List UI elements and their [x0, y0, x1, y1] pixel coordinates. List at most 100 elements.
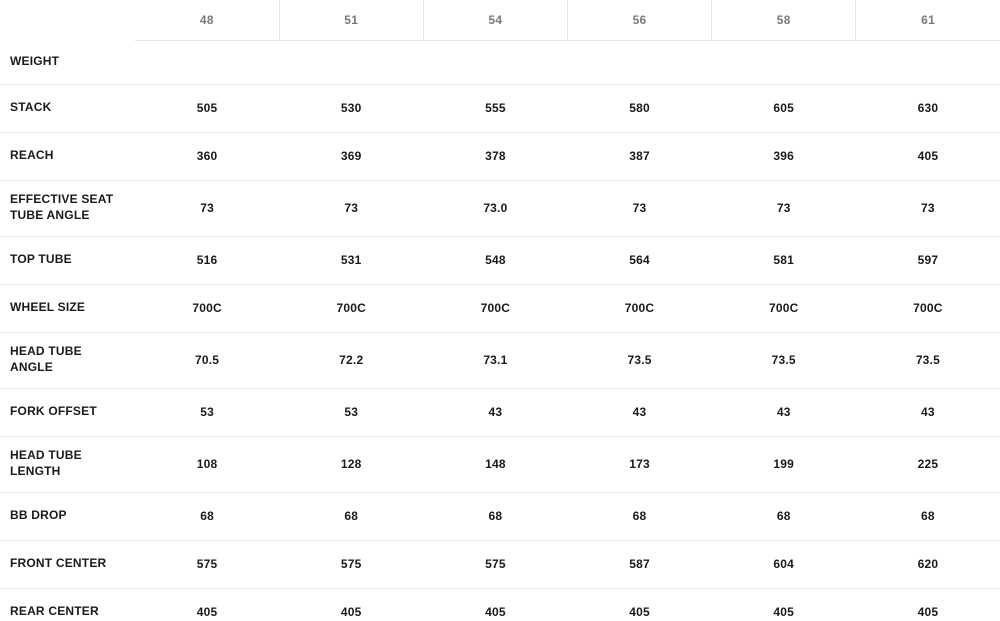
data-cell: 516 [135, 236, 279, 284]
row-label: TOP TUBE [10, 252, 125, 268]
data-cell: 575 [279, 540, 423, 588]
data-cell: 555 [423, 84, 567, 132]
data-cell: 43 [567, 388, 711, 436]
data-cell: 700C [279, 284, 423, 332]
data-cell: 620 [856, 540, 1000, 588]
data-cell [279, 40, 423, 84]
row-label-cell: STACK [0, 84, 135, 132]
row-label: WHEEL SIZE [10, 300, 125, 316]
row-label-cell: EFFECTIVE SEAT TUBE ANGLE [0, 180, 135, 236]
data-cell: 43 [712, 388, 856, 436]
table-row: STACK 505530555580605630 [0, 84, 1000, 132]
data-cell: 405 [856, 132, 1000, 180]
table-row: HEAD TUBE LENGTH108128148173199225 [0, 436, 1000, 492]
data-cell: 225 [856, 436, 1000, 492]
data-cell: 630 [856, 84, 1000, 132]
data-cell: 68 [423, 492, 567, 540]
row-label-cell: FRONT CENTER [0, 540, 135, 588]
data-cell: 405 [423, 588, 567, 621]
header-col-61: 61 [856, 0, 1000, 40]
data-cell [135, 40, 279, 84]
data-cell: 387 [567, 132, 711, 180]
table-row: FRONT CENTER575575575587604620 [0, 540, 1000, 588]
data-cell: 73.0 [423, 180, 567, 236]
row-label-cell: FORK OFFSET [0, 388, 135, 436]
data-cell: 564 [567, 236, 711, 284]
data-cell: 405 [135, 588, 279, 621]
row-label-cell: WHEEL SIZE [0, 284, 135, 332]
data-cell: 73 [567, 180, 711, 236]
row-label: BB DROP [10, 508, 125, 524]
data-cell: 43 [856, 388, 1000, 436]
data-cell: 68 [567, 492, 711, 540]
table-row: WEIGHT [0, 40, 1000, 84]
data-cell: 700C [856, 284, 1000, 332]
data-cell: 68 [135, 492, 279, 540]
row-label: FRONT CENTER [10, 556, 125, 572]
geometry-table-container: 48 51 54 56 58 61 WEIGHTSTACK50553055558… [0, 0, 1000, 621]
data-cell: 581 [712, 236, 856, 284]
data-cell: 73.5 [712, 332, 856, 388]
data-cell: 72.2 [279, 332, 423, 388]
table-row: FORK OFFSET535343434343 [0, 388, 1000, 436]
data-cell [567, 40, 711, 84]
data-cell: 700C [567, 284, 711, 332]
data-cell: 108 [135, 436, 279, 492]
data-cell: 73 [279, 180, 423, 236]
header-col-54: 54 [423, 0, 567, 40]
row-label-cell: BB DROP [0, 492, 135, 540]
data-cell: 405 [712, 588, 856, 621]
data-cell: 68 [856, 492, 1000, 540]
row-label-cell: REACH [0, 132, 135, 180]
data-cell: 580 [567, 84, 711, 132]
header-blank [0, 0, 135, 40]
data-cell: 605 [712, 84, 856, 132]
geometry-table: 48 51 54 56 58 61 WEIGHTSTACK50553055558… [0, 0, 1000, 621]
row-label: HEAD TUBE ANGLE [10, 344, 125, 375]
data-cell: 73 [135, 180, 279, 236]
row-label: REAR CENTER [10, 604, 125, 620]
row-label-cell: REAR CENTER [0, 588, 135, 621]
table-row: TOP TUBE516531548564581597 [0, 236, 1000, 284]
data-cell: 530 [279, 84, 423, 132]
data-cell: 53 [135, 388, 279, 436]
data-cell: 53 [279, 388, 423, 436]
row-label: REACH [10, 148, 125, 164]
data-cell: 604 [712, 540, 856, 588]
row-label: FORK OFFSET [10, 404, 125, 420]
table-body: WEIGHT STACK 505530555580605630 REACH 360369… [0, 40, 1000, 621]
row-label-cell: WEIGHT [0, 40, 135, 84]
data-cell: 68 [712, 492, 856, 540]
data-cell: 43 [423, 388, 567, 436]
row-label-cell: TOP TUBE [0, 236, 135, 284]
row-label: EFFECTIVE SEAT TUBE ANGLE [10, 192, 125, 223]
data-cell: 405 [856, 588, 1000, 621]
data-cell: 128 [279, 436, 423, 492]
header-row: 48 51 54 56 58 61 [0, 0, 1000, 40]
data-cell: 369 [279, 132, 423, 180]
data-cell: 70.5 [135, 332, 279, 388]
table-row: WHEEL SIZE700C700C700C700C700C700C [0, 284, 1000, 332]
table-row: REACH360369378387396405 [0, 132, 1000, 180]
data-cell: 405 [567, 588, 711, 621]
data-cell: 587 [567, 540, 711, 588]
data-cell: 73.5 [567, 332, 711, 388]
table-header: 48 51 54 56 58 61 [0, 0, 1000, 40]
table-row: REAR CENTER405405405405405405 [0, 588, 1000, 621]
data-cell: 378 [423, 132, 567, 180]
data-cell: 531 [279, 236, 423, 284]
data-cell: 575 [135, 540, 279, 588]
data-cell [423, 40, 567, 84]
data-cell: 700C [712, 284, 856, 332]
row-label: STACK [10, 100, 125, 116]
data-cell [712, 40, 856, 84]
data-cell: 173 [567, 436, 711, 492]
data-cell: 597 [856, 236, 1000, 284]
data-cell [856, 40, 1000, 84]
data-cell: 505 [135, 84, 279, 132]
row-label-cell: HEAD TUBE LENGTH [0, 436, 135, 492]
data-cell: 405 [279, 588, 423, 621]
data-cell: 360 [135, 132, 279, 180]
row-label-cell: HEAD TUBE ANGLE [0, 332, 135, 388]
data-cell: 68 [279, 492, 423, 540]
